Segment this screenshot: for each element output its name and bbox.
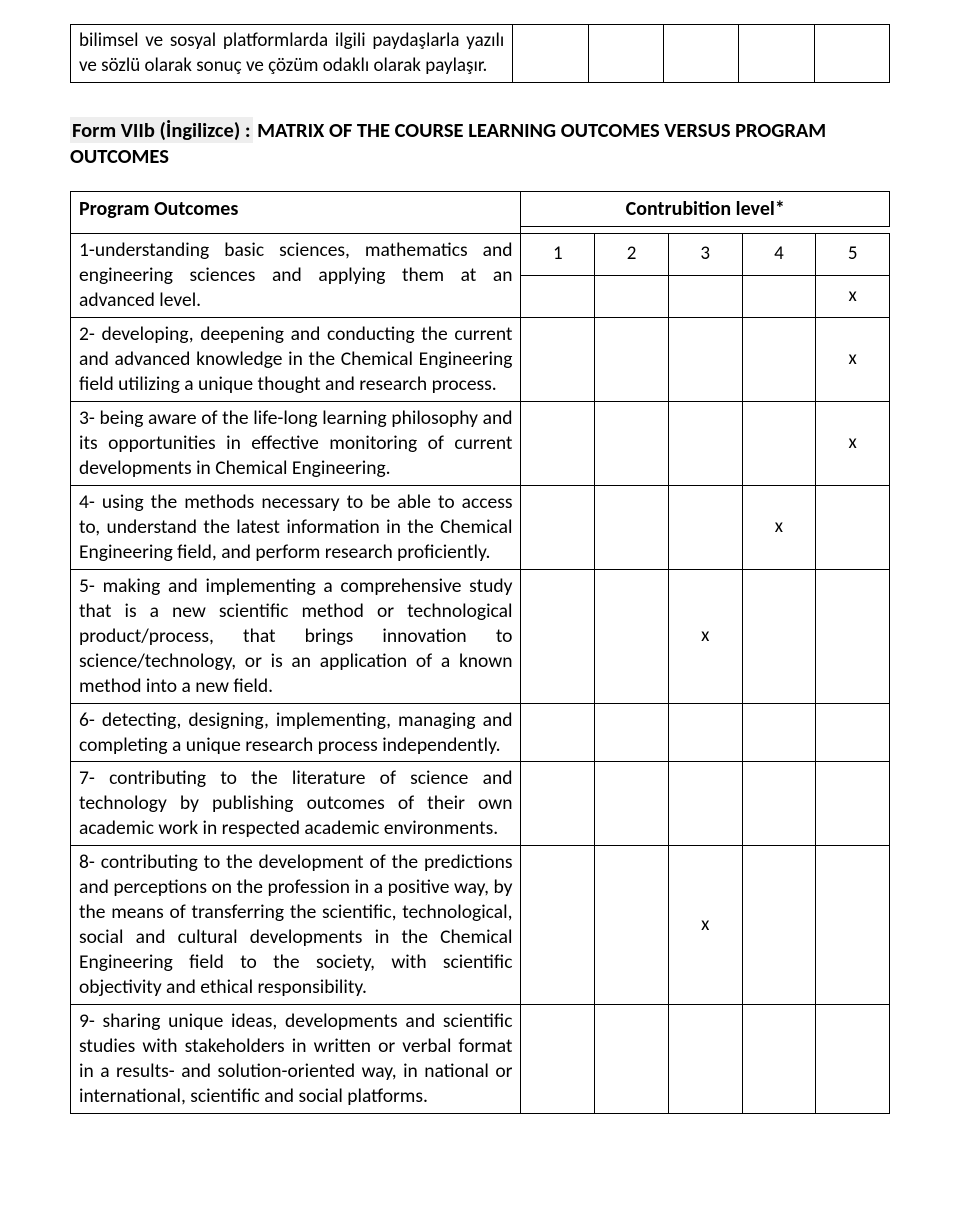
mark-7-1	[521, 762, 595, 846]
mark-1-2	[595, 276, 669, 318]
form-title: Form VIIb (İngilizce) : MATRIX OF THE CO…	[70, 117, 890, 169]
top-fragment-desc: bilimsel ve sosyal platformlarda ilgili …	[71, 25, 513, 83]
outcome-desc-2: 2- developing, deepening and conducting …	[71, 318, 521, 402]
outcomes-header-row: Program Outcomes Contrubition level*	[71, 192, 890, 227]
mark-5-1	[521, 569, 595, 703]
mark-9-4	[742, 1005, 816, 1114]
col-header-2: 2	[595, 234, 669, 276]
mark-1-3	[668, 276, 742, 318]
mark-8-1	[521, 846, 595, 1005]
mark-3-1	[521, 402, 595, 486]
mark-4-2	[595, 485, 669, 569]
mark-6-4	[742, 703, 816, 762]
outcome-desc-1: 1-understanding basic sciences, mathemat…	[71, 234, 521, 318]
outcome-row-8: 8- contributing to the development of th…	[71, 846, 890, 1005]
outcome-desc-6: 6- detecting, designing, implementing, m…	[71, 703, 521, 762]
mark-8-2	[595, 846, 669, 1005]
outcome-desc-4: 4- using the methods necessary to be abl…	[71, 485, 521, 569]
mark-4-1	[521, 485, 595, 569]
mark-3-5: x	[816, 402, 890, 486]
mark-8-5	[816, 846, 890, 1005]
mark-1-5: x	[816, 276, 890, 318]
top-fragment-cell-5	[814, 25, 889, 83]
mark-7-2	[595, 762, 669, 846]
mark-6-2	[595, 703, 669, 762]
mark-9-3	[668, 1005, 742, 1114]
mark-7-5	[816, 762, 890, 846]
mark-1-1	[521, 276, 595, 318]
mark-2-1	[521, 318, 595, 402]
top-fragment-cell-2	[588, 25, 663, 83]
col-header-4: 4	[742, 234, 816, 276]
mark-5-3: x	[668, 569, 742, 703]
outcome-row-5: 5- making and implementing a comprehensi…	[71, 569, 890, 703]
mark-6-5	[816, 703, 890, 762]
outcome-desc-3: 3- being aware of the life-long learning…	[71, 402, 521, 486]
mark-8-4	[742, 846, 816, 1005]
mark-2-3	[668, 318, 742, 402]
mark-7-4	[742, 762, 816, 846]
col-header-1: 1	[521, 234, 595, 276]
mark-3-2	[595, 402, 669, 486]
mark-2-5: x	[816, 318, 890, 402]
outcome-row-6: 6- detecting, designing, implementing, m…	[71, 703, 890, 762]
outcome-desc-8: 8- contributing to the development of th…	[71, 846, 521, 1005]
mark-6-3	[668, 703, 742, 762]
top-fragment-cell-1	[513, 25, 588, 83]
col-header-3: 3	[668, 234, 742, 276]
form-title-label: Form VIIb (İngilizce) :	[70, 117, 253, 143]
outcome-row-3: 3- being aware of the life-long learning…	[71, 402, 890, 486]
mark-4-4: x	[742, 485, 816, 569]
mark-7-3	[668, 762, 742, 846]
outcome-row-4: 4- using the methods necessary to be abl…	[71, 485, 890, 569]
mark-5-5	[816, 569, 890, 703]
mark-3-3	[668, 402, 742, 486]
mark-1-4	[742, 276, 816, 318]
top-fragment-table: bilimsel ve sosyal platformlarda ilgili …	[70, 24, 890, 83]
mark-2-4	[742, 318, 816, 402]
outcome-row-7: 7- contributing to the literature of sci…	[71, 762, 890, 846]
outcome-desc-7: 7- contributing to the literature of sci…	[71, 762, 521, 846]
outcome-row-9: 9- sharing unique ideas, developments an…	[71, 1005, 890, 1114]
mark-4-5	[816, 485, 890, 569]
mark-9-1	[521, 1005, 595, 1114]
outcomes-table: Program Outcomes Contrubition level* 1-u…	[70, 191, 890, 1114]
top-fragment-row: bilimsel ve sosyal platformlarda ilgili …	[71, 25, 890, 83]
col-header-5: 5	[816, 234, 890, 276]
outcomes-header-left: Program Outcomes	[71, 192, 521, 234]
mark-5-4	[742, 569, 816, 703]
mark-4-3	[668, 485, 742, 569]
mark-2-2	[595, 318, 669, 402]
mark-9-2	[595, 1005, 669, 1114]
mark-6-1	[521, 703, 595, 762]
outcomes-header-right: Contrubition level*	[521, 192, 890, 227]
outcome-row-2: 2- developing, deepening and conducting …	[71, 318, 890, 402]
outcome-desc-5: 5- making and implementing a comprehensi…	[71, 569, 521, 703]
mark-8-3: x	[668, 846, 742, 1005]
top-fragment-cell-3	[663, 25, 738, 83]
mark-9-5	[816, 1005, 890, 1114]
mark-3-4	[742, 402, 816, 486]
outcome-desc-9: 9- sharing unique ideas, developments an…	[71, 1005, 521, 1114]
outcomes-cols-row: 1-understanding basic sciences, mathemat…	[71, 234, 890, 276]
mark-5-2	[595, 569, 669, 703]
top-fragment-cell-4	[739, 25, 814, 83]
